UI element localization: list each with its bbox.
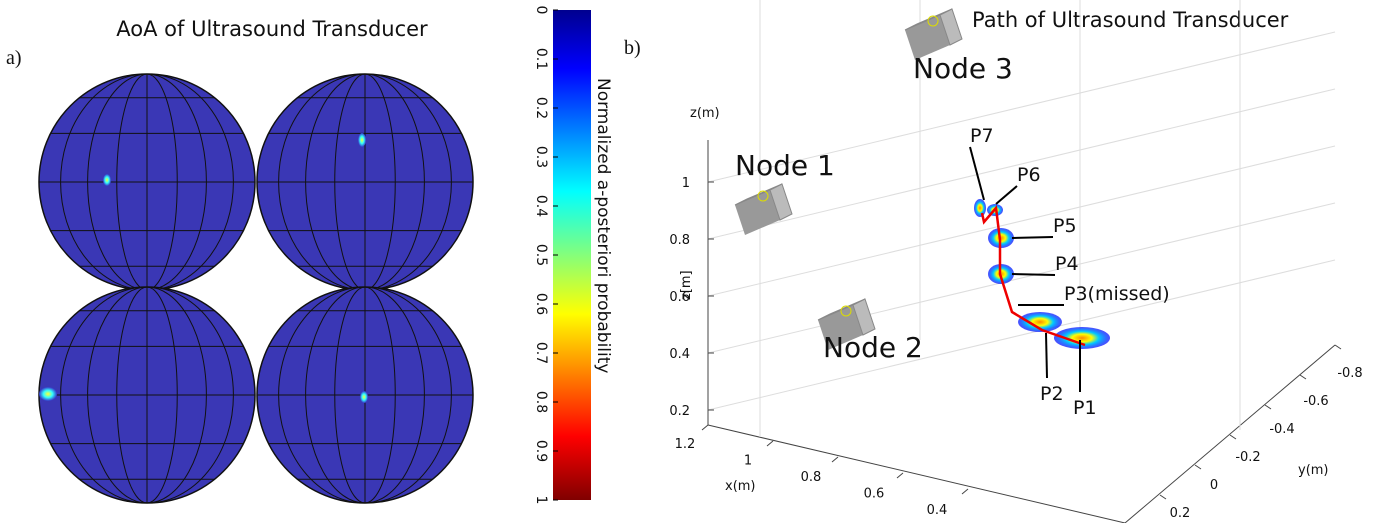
node-sensor [840,305,852,317]
y-tick [1194,464,1202,470]
colorbar-tick-label: 0.1 [533,48,549,70]
axis-label: x(m) [725,479,756,494]
z-grid-line [707,145,1336,297]
z-tick-label: 0.8 [669,233,690,248]
arrow [995,185,1018,205]
colorbar-label: Normalized a-posteriori probability [593,78,613,373]
node-box [905,15,950,60]
axis-label: z(m) [690,106,720,121]
z-grid-line [707,259,1336,411]
arrow [1045,332,1048,379]
axis-label: y(m) [1298,463,1329,478]
node-face [939,8,963,46]
node-face [769,183,793,221]
panel-label: b) [624,37,641,59]
probability-blob [1018,312,1062,332]
node-box [818,305,863,350]
x-tick-label: 0.4 [927,503,948,518]
colorbar-tick-label: 0.9 [533,440,549,462]
x-tick-label: 0.8 [801,470,822,485]
z-tick-label: 0.6 [669,290,690,305]
z-tick-label: 0.2 [669,404,690,419]
path-line [980,205,1086,347]
arrow [1011,273,1056,276]
colorbar-tick-label: 0 [533,6,549,15]
colorbar-tick-label: 0.3 [533,146,549,168]
colorbar-tick-label: 0.8 [533,391,549,413]
node-label: Node 2 [823,331,923,364]
point-label: P4 [1055,253,1079,275]
colorbar-tick-label: 0.4 [533,195,549,217]
x-tick [831,456,839,463]
node-face [852,298,876,336]
colorbar-tick-label: 1 [533,496,549,505]
colorbar-tick-label: 0.7 [533,342,549,364]
spheres [38,73,474,504]
x-tick [961,488,969,495]
z-grid-line [707,31,1336,183]
y-tick [1264,404,1272,410]
node-label: Node 3 [913,52,1013,85]
x-tick-label: 1.2 [675,437,696,452]
z-grid-line [707,202,1336,354]
colorbar-tick-label: 0.2 [533,97,549,119]
z-grid-line [707,88,1336,240]
panel-label: a) [6,47,22,69]
hot-spot [360,391,368,403]
colorbar-tick-label: 0.5 [533,244,549,266]
node-box [735,190,780,235]
hot-spot [39,387,57,401]
arrow [969,146,985,201]
y-tick [1299,374,1307,380]
hot-spot [103,174,111,186]
panel-title: Path of Ultrasound Transducer [972,8,1289,32]
axis-label: z[m] [679,270,694,300]
colorbar [553,10,591,500]
node-sensor [927,15,939,27]
y-tick [1334,344,1342,350]
x-tick [766,440,774,447]
arrow [1011,236,1054,239]
point-label: P2 [1040,383,1064,405]
point-label: P3(missed) [1064,283,1170,305]
x-tick-label: 1 [744,454,752,469]
x-tick-label: 0.6 [864,487,885,502]
plot-3d [701,0,1342,523]
probability-blob [1054,327,1110,349]
x-tick [701,424,709,431]
y-tick-label: -0.4 [1269,422,1294,437]
point-label: P7 [970,125,994,147]
y-tick-label: 0 [1210,478,1218,493]
point-label: P6 [1017,164,1041,186]
probability-blob [974,199,986,217]
point-label: P5 [1053,215,1077,237]
panel-title: AoA of Ultrasound Transducer [116,17,428,41]
y-tick-label: -0.8 [1337,366,1362,381]
hot-spot [358,133,366,147]
y-tick-label: -0.2 [1235,450,1260,465]
y-tick-label: 0.2 [1170,506,1191,521]
y-tick [1229,434,1237,440]
point-label: P1 [1073,397,1097,419]
y-tick-label: -0.6 [1303,394,1328,409]
z-tick-label: 0.4 [669,347,690,362]
node-label: Node 1 [735,149,835,182]
y-tick [1159,494,1167,500]
node-sensor [757,190,769,202]
x-tick [896,472,904,479]
z-tick-label: 1 [682,176,690,191]
colorbar-tick-label: 0.6 [533,293,549,315]
